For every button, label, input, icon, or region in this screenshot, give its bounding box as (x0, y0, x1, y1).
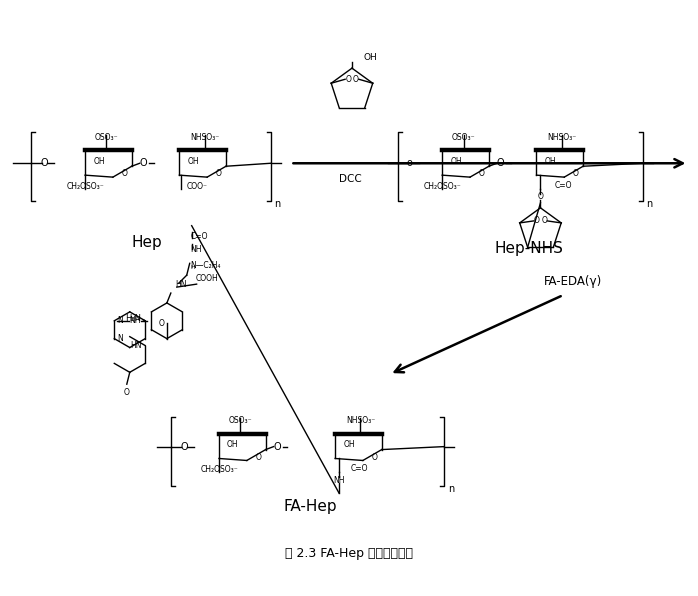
Text: O: O (534, 216, 540, 225)
Text: O: O (216, 169, 221, 178)
Text: OH: OH (188, 157, 199, 166)
Text: O: O (140, 159, 147, 168)
Text: C=O: C=O (554, 181, 572, 190)
Text: 图 2.3 FA-Hep 的合成示意图: 图 2.3 FA-Hep 的合成示意图 (285, 547, 413, 560)
Text: n: n (274, 199, 281, 209)
Text: Hep-NHS: Hep-NHS (494, 241, 563, 256)
Text: O: O (255, 452, 261, 461)
Text: NH: NH (129, 316, 141, 325)
Text: O: O (371, 452, 377, 461)
Text: CH₂OSO₃⁻: CH₂OSO₃⁻ (66, 182, 104, 191)
Text: C=O: C=O (351, 464, 369, 473)
Text: O: O (537, 193, 544, 201)
Text: C=O: C=O (191, 232, 208, 241)
Text: HN: HN (174, 280, 186, 289)
Text: OH: OH (544, 157, 556, 166)
Text: FA-Hep: FA-Hep (283, 498, 337, 514)
Text: H₂N: H₂N (125, 314, 141, 323)
Text: DCC: DCC (339, 174, 362, 184)
Text: O: O (345, 74, 351, 84)
Text: O: O (353, 74, 359, 84)
Text: o: o (406, 159, 413, 168)
Text: OSO₃⁻: OSO₃⁻ (95, 132, 118, 142)
Text: n: n (448, 484, 454, 494)
Text: N—C₂H₄: N—C₂H₄ (191, 261, 221, 271)
Text: OH: OH (343, 440, 355, 449)
Text: O: O (121, 169, 127, 178)
Text: O: O (181, 442, 188, 452)
Text: O: O (40, 159, 48, 168)
Text: OH: OH (364, 53, 378, 62)
Text: NHSO₃⁻: NHSO₃⁻ (346, 416, 375, 425)
Text: OH: OH (450, 157, 462, 166)
Text: NH: NH (191, 246, 202, 254)
Text: O: O (274, 442, 281, 452)
Text: Hep: Hep (131, 235, 162, 250)
Text: COO⁻: COO⁻ (187, 182, 208, 191)
Text: O: O (479, 169, 484, 178)
Text: n: n (646, 199, 653, 209)
Text: OH: OH (94, 157, 105, 166)
Text: COOH: COOH (195, 274, 218, 283)
Text: CH₂OSO₃⁻: CH₂OSO₃⁻ (200, 465, 238, 474)
Text: O: O (124, 388, 130, 397)
Text: O: O (542, 216, 547, 225)
Text: OSO₃⁻: OSO₃⁻ (228, 416, 252, 425)
Text: HN: HN (130, 341, 141, 350)
Text: NH: NH (334, 476, 345, 485)
Text: CH₂OSO₃⁻: CH₂OSO₃⁻ (424, 182, 461, 191)
Text: OSO₃⁻: OSO₃⁻ (452, 132, 475, 142)
Text: H: H (191, 265, 195, 270)
Text: OH: OH (227, 440, 239, 449)
Text: NHSO₃⁻: NHSO₃⁻ (190, 132, 219, 142)
Text: O: O (497, 159, 505, 168)
Text: O: O (159, 319, 165, 328)
Text: O: O (573, 169, 579, 178)
Text: NHSO₃⁻: NHSO₃⁻ (547, 132, 577, 142)
Text: N: N (117, 316, 123, 325)
Text: N: N (117, 334, 123, 343)
Text: FA-EDA(γ): FA-EDA(γ) (544, 275, 602, 288)
